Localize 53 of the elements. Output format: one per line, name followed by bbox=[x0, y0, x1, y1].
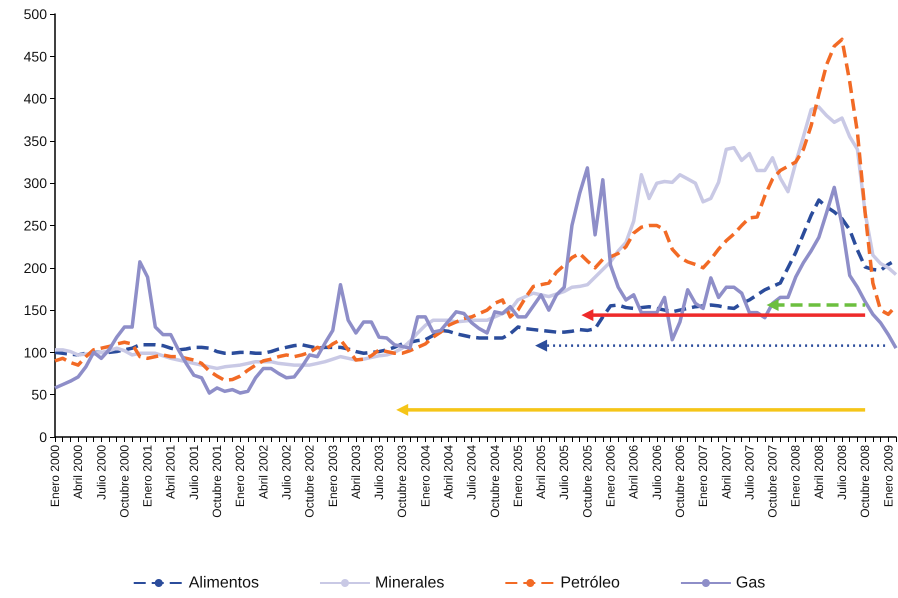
x-tick-label: Abril 2002 bbox=[256, 444, 270, 500]
x-tick-label: Julio 2005 bbox=[557, 444, 572, 500]
line-series bbox=[53, 166, 898, 395]
y-tick-label: 0 bbox=[39, 429, 48, 445]
x-tick-label: Octubre 2000 bbox=[117, 444, 132, 518]
x-tick-label: Octubre 2005 bbox=[580, 444, 594, 518]
legend-label: Minerales bbox=[374, 574, 444, 592]
x-tick-label: Julio 2008 bbox=[834, 444, 849, 500]
x-tick-label: Enero 2007 bbox=[696, 444, 710, 508]
x-tick-label: Enero 2000 bbox=[48, 444, 62, 508]
x-tick-label: Enero 2003 bbox=[326, 444, 340, 508]
x-tick-label: Enero 2002 bbox=[233, 444, 248, 508]
x-tick-label: Abril 2008 bbox=[812, 444, 826, 500]
x-tick-label: Enero 2008 bbox=[788, 444, 803, 508]
x-tick-label: Abril 2000 bbox=[71, 444, 86, 500]
y-tick-label: 450 bbox=[24, 48, 48, 64]
x-tick-label: Enero 2001 bbox=[140, 444, 155, 508]
x-tick-label: Julio 2000 bbox=[94, 444, 108, 500]
x-tick-label: Octubre 2007 bbox=[766, 444, 780, 518]
x-tick-label: Julio 2006 bbox=[650, 444, 664, 500]
x-tick-label: Abril 2006 bbox=[626, 444, 641, 500]
legend-label: Gas bbox=[736, 574, 766, 592]
x-tick-label: Julio 2002 bbox=[279, 444, 294, 500]
x-tick-label: Enero 2006 bbox=[604, 444, 618, 508]
x-tick-label: Enero 2004 bbox=[418, 444, 432, 508]
x-tick-label: Abril 2003 bbox=[348, 444, 363, 500]
y-tick-label: 200 bbox=[24, 260, 48, 276]
x-tick-label: Enero 2005 bbox=[510, 444, 525, 508]
x-tick-label: Octubre 2003 bbox=[395, 444, 410, 518]
x-tick-label: Abril 2007 bbox=[719, 444, 734, 500]
x-tick-label: Enero 2009 bbox=[881, 444, 896, 508]
x-tick-label: Julio 2004 bbox=[464, 444, 479, 500]
y-tick-label: 350 bbox=[24, 132, 48, 149]
x-tick-label: Julio 2007 bbox=[742, 444, 756, 500]
y-tick-label: 250 bbox=[24, 218, 48, 234]
x-tick-label: Abril 2004 bbox=[441, 444, 456, 500]
y-tick-label: 150 bbox=[24, 302, 48, 318]
y-tick-label: 500 bbox=[24, 6, 48, 22]
x-tick-label: Julio 2003 bbox=[372, 444, 386, 500]
y-tick-label: 300 bbox=[24, 175, 48, 192]
x-tick-label: Octubre 2008 bbox=[858, 444, 872, 518]
x-tick-label: Octubre 2002 bbox=[302, 444, 317, 518]
legend-label: Petróleo bbox=[560, 574, 620, 592]
x-tick-label: Abril 2001 bbox=[164, 444, 178, 500]
y-tick-label: 400 bbox=[24, 90, 48, 107]
x-tick-label: Octubre 2006 bbox=[672, 444, 687, 518]
x-tick-label: Octubre 2004 bbox=[488, 444, 502, 518]
x-tick-label: Abril 2005 bbox=[534, 444, 548, 500]
y-tick-label: 100 bbox=[24, 344, 48, 360]
y-tick-label: 50 bbox=[31, 386, 48, 403]
legend-label: Alimentos bbox=[188, 574, 259, 592]
x-tick-label: Julio 2001 bbox=[186, 444, 201, 500]
x-tick-label: Octubre 2001 bbox=[210, 444, 224, 518]
